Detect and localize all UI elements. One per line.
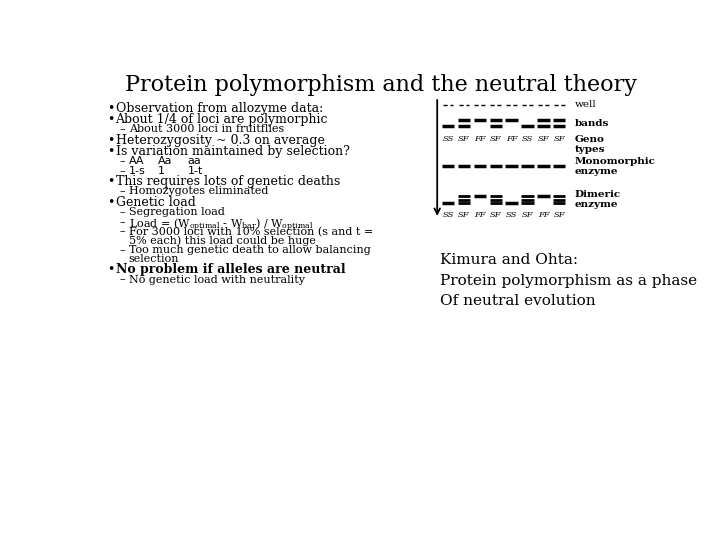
Text: Kimura and Ohta:
Protein polymorphism as a phase
Of neutral evolution: Kimura and Ohta: Protein polymorphism as… bbox=[441, 253, 698, 308]
Text: –: – bbox=[120, 124, 125, 134]
Text: –: – bbox=[120, 226, 125, 237]
Text: •: • bbox=[107, 176, 114, 188]
Text: SF: SF bbox=[554, 135, 565, 143]
Text: Too much genetic death to allow balancing: Too much genetic death to allow balancin… bbox=[129, 245, 371, 255]
Text: –: – bbox=[120, 217, 125, 227]
Text: aa: aa bbox=[188, 156, 202, 166]
Text: This requires lots of genetic deaths: This requires lots of genetic deaths bbox=[116, 176, 340, 188]
Text: •: • bbox=[107, 145, 114, 158]
Text: –: – bbox=[120, 186, 125, 197]
Text: SF: SF bbox=[458, 211, 469, 219]
Text: SF: SF bbox=[490, 211, 501, 219]
Text: Segregation load: Segregation load bbox=[129, 207, 225, 217]
Text: SF: SF bbox=[554, 211, 565, 219]
Text: Load = (W$_{\mathregular{optimal}}$ - W$_{\mathregular{bar}}$) / W$_{\mathregula: Load = (W$_{\mathregular{optimal}}$ - W$… bbox=[129, 217, 313, 234]
Text: No genetic load with neutrality: No genetic load with neutrality bbox=[129, 275, 305, 285]
Text: Homozygotes eliminated: Homozygotes eliminated bbox=[129, 186, 268, 197]
Text: FF: FF bbox=[474, 135, 485, 143]
Text: •: • bbox=[107, 264, 114, 276]
Text: Dimeric
enzyme: Dimeric enzyme bbox=[575, 190, 621, 209]
Text: SF: SF bbox=[522, 211, 534, 219]
Text: SS: SS bbox=[506, 211, 517, 219]
Text: Is variation maintained by selection?: Is variation maintained by selection? bbox=[116, 145, 349, 158]
Text: •: • bbox=[107, 196, 114, 209]
Text: –: – bbox=[120, 207, 125, 217]
Text: bands: bands bbox=[575, 119, 609, 128]
Text: 1-s: 1-s bbox=[129, 166, 145, 176]
Text: –: – bbox=[120, 245, 125, 255]
Text: AA: AA bbox=[129, 156, 144, 166]
Text: SF: SF bbox=[538, 135, 549, 143]
Text: Geno
types: Geno types bbox=[575, 135, 606, 154]
Text: –: – bbox=[120, 166, 125, 176]
Text: SS: SS bbox=[522, 135, 534, 143]
Text: •: • bbox=[107, 134, 114, 147]
Text: well: well bbox=[575, 100, 596, 109]
Text: SS: SS bbox=[442, 211, 454, 219]
Text: –: – bbox=[120, 275, 125, 285]
Text: SS: SS bbox=[442, 135, 454, 143]
Text: •: • bbox=[107, 102, 114, 115]
Text: FF: FF bbox=[474, 211, 485, 219]
Text: Genetic load: Genetic load bbox=[116, 196, 195, 209]
Text: FF: FF bbox=[506, 135, 518, 143]
Text: FF: FF bbox=[538, 211, 549, 219]
Text: selection: selection bbox=[129, 254, 179, 264]
Text: 1: 1 bbox=[158, 166, 165, 176]
Text: Observation from allozyme data:: Observation from allozyme data: bbox=[116, 102, 323, 115]
Text: No problem if alleles are neutral: No problem if alleles are neutral bbox=[116, 264, 345, 276]
Text: •: • bbox=[107, 113, 114, 126]
Text: About 1/4 of loci are polymorphic: About 1/4 of loci are polymorphic bbox=[116, 113, 328, 126]
Text: SF: SF bbox=[490, 135, 501, 143]
Text: SF: SF bbox=[458, 135, 469, 143]
Text: Protein polymorphism and the neutral theory: Protein polymorphism and the neutral the… bbox=[125, 74, 636, 96]
Text: 5% each) this load could be huge: 5% each) this load could be huge bbox=[129, 235, 315, 246]
Text: Aa: Aa bbox=[158, 156, 173, 166]
Text: Heterozygosity ~ 0.3 on average: Heterozygosity ~ 0.3 on average bbox=[116, 134, 325, 147]
Text: Monomorphic
enzyme: Monomorphic enzyme bbox=[575, 157, 656, 176]
Text: For 3000 loci with 10% selection (s and t =: For 3000 loci with 10% selection (s and … bbox=[129, 226, 373, 237]
Text: –: – bbox=[120, 156, 125, 166]
Text: 1-t: 1-t bbox=[188, 166, 203, 176]
Text: About 3000 loci in fruitflies: About 3000 loci in fruitflies bbox=[129, 124, 284, 134]
